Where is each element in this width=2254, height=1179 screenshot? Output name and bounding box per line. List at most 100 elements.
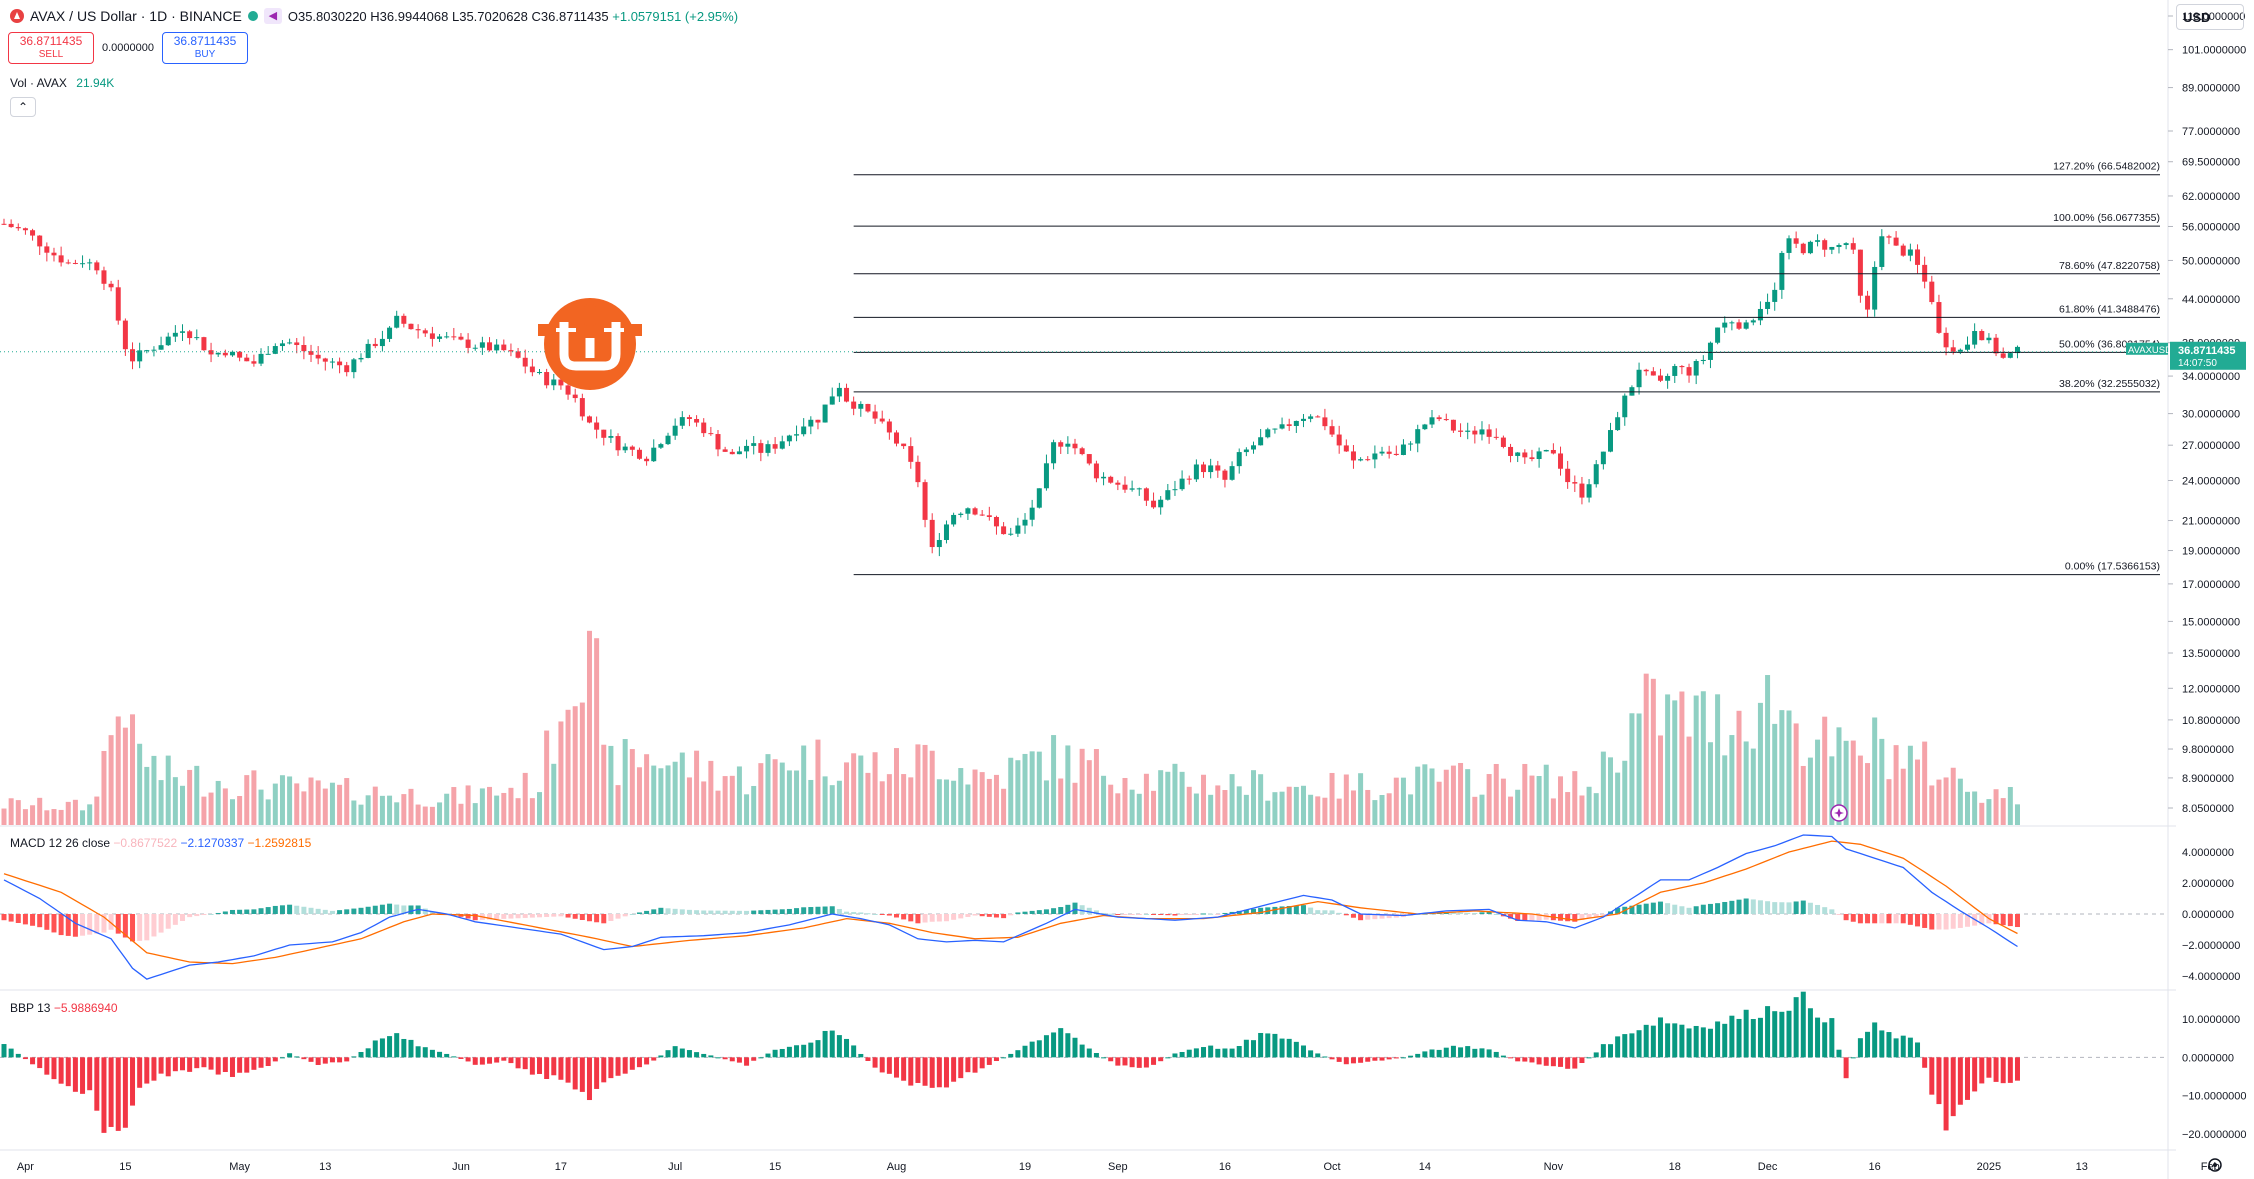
candle-body [1043,463,1049,489]
collapse-legend-button[interactable]: ⌃ [10,97,36,117]
bbp-bar [1415,1053,1421,1058]
volume-legend[interactable]: Vol · AVAX 21.94K [10,76,114,90]
volume-bar [872,752,878,825]
volume-bar [915,744,921,825]
bbp-bar [1386,1057,1392,1060]
volume-bar [287,776,293,825]
candle-body [665,435,671,445]
macd-histogram-bar [365,906,371,914]
buy-button[interactable]: 36.8711435 BUY [162,32,248,64]
bbp-bar [1650,1025,1656,1058]
volume-bar [822,776,828,825]
volume-bar [1536,776,1542,825]
volume-bar [908,777,914,825]
currency-selector[interactable]: USD [2176,4,2244,30]
bbp-bar [301,1057,307,1060]
volume-bar [344,778,350,825]
candle-body [701,422,707,434]
symbol-tag-text: AVAXUSD [2128,345,2172,356]
macd-histogram-bar [501,914,507,919]
volume-bar [1215,785,1221,825]
candle-body [1793,238,1799,244]
candle-body [1322,417,1328,427]
volume-bar [1129,789,1135,825]
volume-bar [1358,773,1364,825]
macd-histogram-bar [915,914,921,924]
bbp-bar [158,1057,164,1074]
macd-histogram-bar [808,907,814,914]
bbp-bar [108,1057,114,1127]
macd-histogram-bar [122,914,128,938]
candle-body [1615,417,1621,431]
macd-histogram-bar [1950,914,1956,929]
candle-body [144,350,150,352]
macd-histogram-bar [965,914,971,917]
bbp-bar [1086,1048,1092,1058]
volume-bar [2000,798,2006,825]
bbp-bar [644,1057,650,1065]
settings-gear-icon[interactable] [2208,1158,2222,1172]
price-tick-label: 69.5000000 [2182,157,2240,169]
candle-body [715,434,721,450]
volume-bar [1822,716,1828,825]
symbol-title[interactable]: AVAX / US Dollar · 1D · BINANCE [30,8,242,24]
macd-histogram-bar [229,909,235,914]
volume-bar [1443,769,1449,825]
macd-histogram-bar [1629,905,1635,914]
volume-bar [694,750,700,825]
bbp-bar [1915,1042,1921,1058]
bbp-legend[interactable]: BBP 13 −5.9886940 [10,1001,118,1015]
bbp-bar [1843,1057,1849,1079]
macd-histogram-bar [1572,914,1578,922]
candle-body [1957,349,1963,352]
macd-histogram-bar [1350,914,1356,918]
macd-histogram-bar [551,914,557,917]
market-status-icon[interactable] [247,11,258,21]
bbp-bar [1308,1050,1314,1058]
candle-body [1815,240,1821,242]
bbp-bar [1558,1057,1564,1067]
bbp-bar [1479,1048,1485,1058]
bbp-bar [979,1057,985,1069]
macd-histogram-bar [972,914,978,916]
candle-body [501,344,507,351]
macd-histogram-bar [1186,914,1192,915]
sell-button[interactable]: 36.8711435 SELL [8,32,94,64]
candle-body [315,354,321,359]
candle-body [1500,437,1506,447]
macd-histogram-bar [1315,910,1321,914]
volume-bar [1279,791,1285,825]
bbp-bar [529,1057,535,1075]
macd-histogram-bar [1093,910,1099,914]
volume-bar [1115,793,1121,825]
candle-body [936,539,942,548]
bbp-bar [1101,1057,1107,1059]
bbp-bar [951,1057,957,1082]
bbp-bar [322,1057,328,1064]
macd-legend[interactable]: MACD 12 26 close −0.8677522 −2.1270337 −… [10,836,311,850]
macd-histogram-bar [1829,909,1835,914]
volume-bar [1079,748,1085,825]
volume-bar [601,744,607,825]
macd-histogram-bar [879,914,885,915]
bbp-bar [1743,1009,1749,1058]
macd-histogram-bar [1693,906,1699,914]
indicator-flag-icon[interactable]: ◀ [263,8,282,24]
macd-histogram-bar [487,914,493,920]
candle-body [44,246,50,253]
bbp-bar [372,1040,378,1058]
volume-bar [1479,794,1485,825]
bbp-bar [208,1057,214,1070]
bbp-bar [1322,1056,1328,1058]
macd-histogram-bar [794,908,800,914]
ohlc-values: O35.8030220 H36.9944068 L35.7020628 C36.… [288,9,738,24]
candle-body [437,336,443,339]
candle-body [1422,424,1428,430]
candle-body [2000,353,2006,358]
macd-histogram-bar [644,910,650,914]
macd-histogram-bar [2007,914,2013,927]
bbp-bar [865,1057,871,1061]
volume-bar [765,754,771,825]
bbp-bar [1436,1049,1442,1058]
